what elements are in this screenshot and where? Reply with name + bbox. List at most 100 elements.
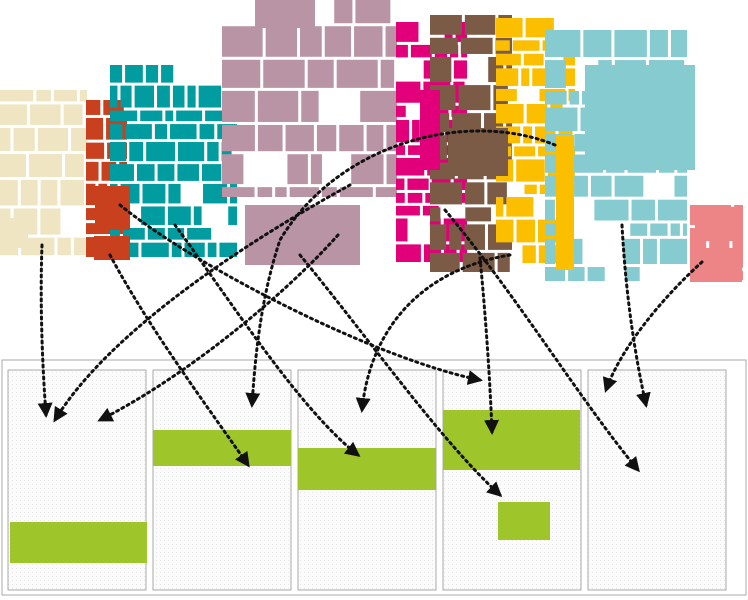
tile <box>430 182 463 205</box>
tile <box>385 26 397 57</box>
tile <box>263 59 305 88</box>
tile <box>430 56 452 83</box>
tile <box>222 90 255 122</box>
arrow <box>602 260 704 393</box>
tile <box>334 0 353 24</box>
tile <box>167 206 191 225</box>
tile <box>590 175 612 197</box>
tile <box>396 81 421 103</box>
tile <box>408 145 426 155</box>
tile <box>134 85 155 108</box>
tile <box>187 85 196 108</box>
tile <box>430 15 462 35</box>
tile <box>63 104 83 125</box>
tile <box>407 192 423 203</box>
tile <box>221 141 232 162</box>
tile <box>86 100 101 115</box>
tile <box>0 154 26 178</box>
tile <box>514 146 536 157</box>
tile <box>222 187 255 197</box>
tile <box>0 180 18 206</box>
tile <box>354 26 383 57</box>
tile <box>396 178 405 190</box>
tile <box>110 141 127 162</box>
tile <box>430 252 460 272</box>
tile <box>0 90 34 102</box>
arrows <box>37 129 704 498</box>
tile <box>146 141 176 162</box>
tile <box>412 119 420 143</box>
tile <box>439 105 449 117</box>
tile <box>110 110 138 122</box>
tile <box>464 15 496 35</box>
tile <box>670 223 680 236</box>
tile <box>430 37 458 54</box>
tile <box>255 0 315 28</box>
arrow <box>53 183 352 423</box>
tile <box>307 59 334 88</box>
tile <box>257 187 273 197</box>
tile <box>205 110 234 122</box>
tile <box>122 227 145 240</box>
tile <box>523 126 533 144</box>
tile <box>585 65 695 170</box>
tile <box>407 178 429 190</box>
arrow <box>118 203 483 385</box>
tile <box>300 26 322 57</box>
tile-clusters <box>0 0 743 282</box>
tile <box>219 242 237 257</box>
tile <box>624 267 640 282</box>
tile <box>110 85 118 108</box>
tile <box>86 161 99 181</box>
tile <box>545 267 566 282</box>
tile-cluster <box>222 0 397 197</box>
tile <box>168 183 181 204</box>
tile <box>545 60 566 88</box>
tile <box>496 68 519 86</box>
tile <box>86 183 96 206</box>
tile <box>207 141 219 162</box>
tile <box>732 227 743 268</box>
tile <box>650 223 668 236</box>
tile <box>53 90 77 102</box>
tile <box>460 192 467 203</box>
tile <box>110 164 134 181</box>
tile <box>177 164 199 181</box>
tile <box>386 154 397 185</box>
tile <box>228 206 237 225</box>
tile <box>630 223 648 236</box>
tile <box>659 238 687 265</box>
tile <box>512 40 540 51</box>
tile <box>157 85 170 108</box>
tile <box>643 238 657 265</box>
tile <box>28 154 63 178</box>
tile <box>396 205 420 216</box>
tile <box>167 227 185 240</box>
tile <box>396 44 408 58</box>
tile <box>199 124 215 139</box>
tile <box>141 206 165 225</box>
tile <box>125 124 152 139</box>
tile <box>396 157 425 176</box>
tile <box>257 124 283 152</box>
tile <box>396 105 406 117</box>
tile <box>464 224 485 250</box>
tile <box>222 124 255 152</box>
tile <box>516 219 536 243</box>
tile <box>631 199 655 221</box>
tile <box>339 187 373 197</box>
green-block <box>443 410 580 470</box>
tile <box>129 141 144 162</box>
tile <box>465 207 492 222</box>
tile <box>497 252 510 272</box>
tile <box>587 267 605 282</box>
tile <box>396 218 408 242</box>
tile <box>154 124 168 139</box>
tile <box>526 104 548 124</box>
tile <box>171 242 182 257</box>
tile <box>410 44 432 58</box>
panel <box>152 369 292 591</box>
tile <box>110 227 120 240</box>
tile <box>614 175 644 197</box>
